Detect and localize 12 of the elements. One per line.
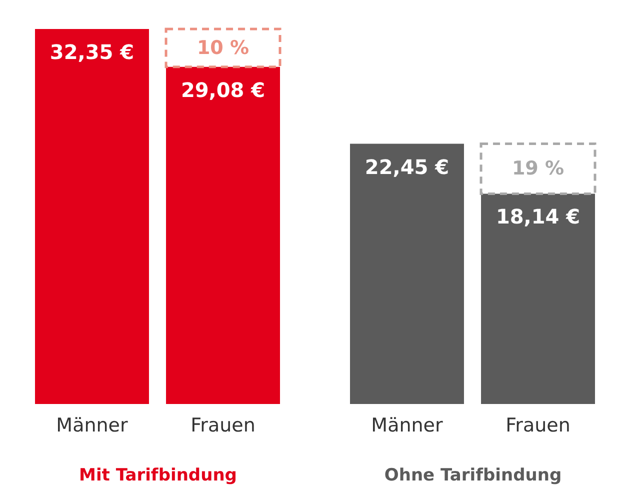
data-label: 29,08 € [180,78,266,102]
data-label: 18,14 € [496,204,580,229]
x-axis-title: Mit Tarifbindung [79,466,237,486]
data-label: 32,35 € [50,40,134,64]
x-tick-label: Männer [371,414,443,436]
annotation: 10 % [196,36,250,59]
x-axis-title: Ohne Tarifbindung [384,466,562,486]
x-tick-label: Frauen [506,414,570,436]
data-label: 22,45 € [364,154,450,179]
annotation: 19 % [512,158,564,180]
x-tick-label: Männer [56,414,128,436]
x-tick-label: Frauen [190,414,256,436]
